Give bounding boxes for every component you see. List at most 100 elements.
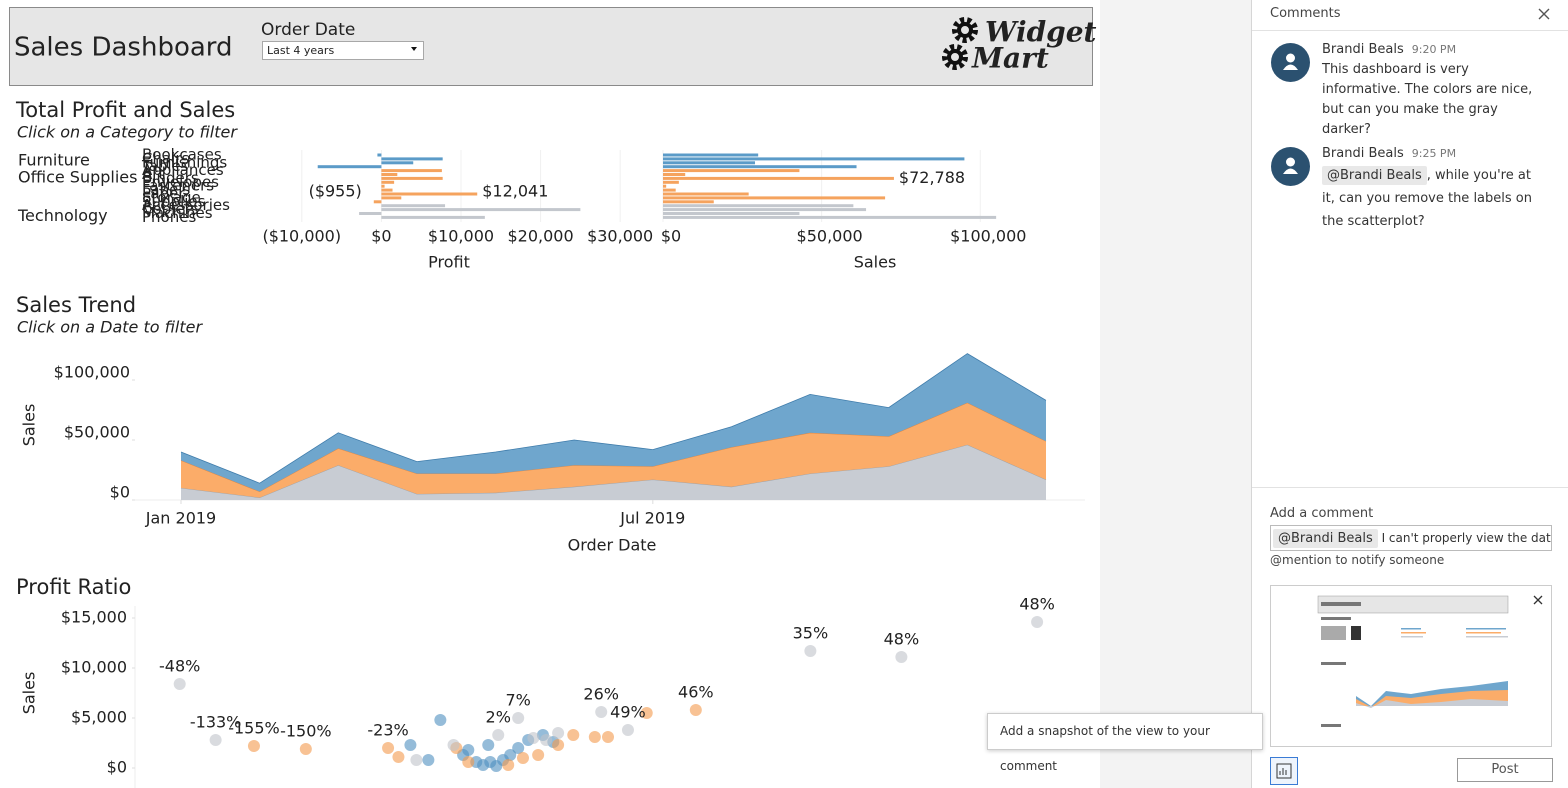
subcategory-label: Furnishings (142, 153, 227, 171)
subcategory-label: Art (142, 165, 164, 183)
comment-header: Brandi Beals 9:25 PM (1322, 146, 1456, 161)
composer-hint: @mention to notify someone (1270, 553, 1445, 567)
scatter-point (382, 742, 395, 754)
subcategory-label: Binders (142, 169, 199, 187)
data-label: $12,041 (482, 182, 548, 201)
composer-label: Add a comment (1270, 506, 1374, 521)
scatter-point (447, 739, 460, 751)
comment-input[interactable]: @Brandi Beals I can't properly view the … (1270, 525, 1552, 551)
profit-bar (381, 169, 442, 173)
profit-bar (381, 192, 478, 196)
scatter-point (1031, 616, 1044, 628)
avatar (1271, 43, 1310, 82)
profit-bar (381, 161, 414, 165)
scatter-point (527, 732, 540, 744)
profit-bar (381, 184, 385, 188)
tooltip: Add a snapshot of the view to your comme… (987, 713, 1263, 773)
scatter-point (552, 739, 565, 751)
axis-title: Sales (20, 404, 39, 447)
point-label: -150% (280, 722, 332, 741)
subcategory-label: Labels (142, 181, 190, 199)
filter-value[interactable]: Last 4 years (267, 44, 334, 57)
subcategory-label: Machines (142, 204, 213, 222)
divider (1252, 487, 1568, 488)
sales-bar (663, 204, 854, 208)
scatter-point (299, 743, 312, 755)
sales-bar (663, 215, 997, 219)
scatter-point (532, 749, 545, 761)
scatter-point (804, 645, 817, 657)
point-label: -133% (190, 713, 242, 732)
subcategory-label: Supplies (142, 192, 206, 210)
subcategory-label: Copiers (142, 200, 199, 218)
sales-bar (663, 173, 686, 176)
point-label: 2% (486, 708, 511, 727)
y-tick-label: $15,000 (61, 608, 127, 627)
axis-title: Sales (854, 253, 897, 272)
subcategory-label: Fasteners (142, 177, 214, 195)
scatter-point (434, 714, 447, 726)
comment-text: This dashboard is very informative. The … (1322, 62, 1533, 137)
point-label: 46% (678, 683, 714, 702)
snapshot-button[interactable] (1270, 757, 1298, 785)
subcategory-label: Paper (142, 185, 185, 203)
point-label: 35% (793, 624, 829, 643)
scatter-point (504, 749, 517, 761)
sales-bar (663, 180, 679, 184)
scatter-point (404, 739, 417, 751)
axis-title: Sales (20, 672, 39, 715)
subcategory-label: Chairs (142, 149, 190, 167)
sales-bar (663, 161, 756, 165)
profit-bar (381, 215, 485, 219)
comment-text: @Brandi Beals, while you're at it, can y… (1322, 164, 1547, 233)
sales-bar (663, 212, 800, 215)
x-tick-label: ($10,000) (262, 227, 341, 246)
area (181, 353, 1046, 492)
comment-author: Brandi Beals (1322, 42, 1404, 57)
post-button[interactable]: Post (1457, 758, 1553, 782)
dashboard: Sales Dashboard Order Date Last 4 years … (9, 7, 1097, 788)
category-label: Office Supplies (18, 168, 137, 187)
scatter-point (492, 729, 505, 741)
sales-bar (663, 200, 714, 204)
scatter-point (462, 756, 475, 768)
point-label: -23% (367, 721, 408, 740)
y-tick-label: $0 (107, 758, 127, 777)
data-label: $72,788 (899, 168, 965, 187)
scatter-point (392, 751, 405, 763)
data-label: ($955) (309, 182, 362, 201)
filter-label: Order Date (261, 20, 355, 40)
point-label: 7% (505, 691, 530, 710)
point-label: 48% (884, 630, 920, 649)
sales-bar (663, 192, 749, 196)
profit-bar (381, 196, 402, 200)
y-tick-label: $50,000 (64, 423, 130, 442)
filter-dropdown[interactable] (262, 41, 424, 60)
y-tick-label: $5,000 (71, 708, 127, 727)
panel-title: Comments (1270, 6, 1341, 21)
scatter-point (588, 731, 601, 743)
scatter-point (209, 734, 222, 746)
close-button[interactable] (1538, 8, 1550, 20)
point-label: 49% (610, 703, 646, 722)
scatter-point (173, 678, 186, 690)
scatter-point (567, 729, 580, 741)
dropdown-arrow (411, 47, 417, 51)
scatter-point (602, 731, 615, 743)
comments-panel: Comments Brandi Beals 9:20 PM This dashbo… (1251, 0, 1568, 788)
dashboard-title: Sales Dashboard (14, 33, 233, 63)
scatter-point (422, 754, 435, 766)
x-tick-label: Jan 2019 (145, 509, 216, 528)
sales-bar (663, 165, 857, 169)
logo-text: Mart (971, 42, 1049, 75)
area (181, 444, 1046, 500)
scatter-point (552, 727, 565, 739)
category-label: Furniture (18, 150, 90, 169)
sales-bar (663, 176, 894, 180)
scatter-point (640, 707, 653, 719)
avatar (1271, 147, 1310, 186)
sales-bar (663, 208, 867, 212)
category-label: Technology (17, 206, 108, 225)
x-tick-label: $10,000 (428, 227, 494, 246)
